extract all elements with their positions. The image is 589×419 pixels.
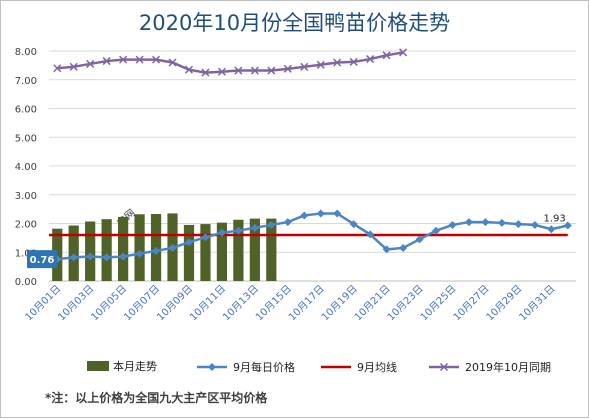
- legend-daily-marker: [208, 363, 216, 371]
- last-year-point: [382, 51, 391, 60]
- last-year-line: [57, 51, 404, 74]
- last-year-point: [53, 64, 62, 73]
- last-year-point: [349, 57, 358, 66]
- legend-label-last-year: 2019年10月同期: [465, 360, 551, 374]
- start-price-label: 0.76: [30, 255, 55, 266]
- last-year-point: [267, 66, 276, 75]
- x-tick-label: 10月31日: [517, 283, 558, 324]
- bar: [85, 221, 96, 281]
- last-year-point: [366, 55, 375, 64]
- daily-price-point: [415, 235, 424, 244]
- daily-price-point: [497, 218, 506, 227]
- legend-label-daily: 9月每日价格: [233, 360, 295, 374]
- last-year-point: [102, 57, 111, 66]
- last-year-point: [300, 62, 309, 71]
- daily-price-point: [168, 243, 177, 252]
- daily-price-point: [481, 218, 490, 227]
- daily-price-point: [119, 252, 128, 261]
- y-tick-label: 7.00: [15, 76, 37, 87]
- daily-price-point: [300, 211, 309, 220]
- bar: [233, 219, 244, 281]
- last-year-point: [250, 66, 259, 75]
- legend-label-bars: 本月走势: [113, 359, 157, 373]
- y-tick-label: 2.00: [15, 220, 37, 231]
- daily-price-point: [514, 220, 523, 229]
- last-year-point: [316, 60, 325, 69]
- bar: [134, 214, 145, 281]
- start-price-callout: [27, 250, 57, 269]
- bar: [101, 219, 112, 281]
- last-year-point: [69, 62, 78, 71]
- daily-price-point: [201, 233, 210, 242]
- daily-price-point: [382, 245, 391, 254]
- daily-price-point: [333, 209, 342, 218]
- daily-price-point: [349, 220, 358, 229]
- chart-footnote: *注：以上价格为全国九大主产区平均价格: [45, 391, 268, 405]
- y-tick-label: 3.00: [15, 191, 37, 202]
- daily-price-point: [217, 228, 226, 237]
- bar: [249, 218, 260, 281]
- daily-price-point: [69, 253, 78, 262]
- bar: [200, 224, 211, 281]
- last-year-point: [184, 65, 194, 74]
- y-tick-label: 0.00: [15, 277, 37, 288]
- bar: [183, 224, 195, 281]
- daily-price-point: [366, 230, 375, 239]
- daily-price-point: [448, 220, 457, 229]
- legend-last-year-marker: [439, 362, 449, 372]
- daily-price-point: [464, 218, 473, 227]
- daily-price-point: [135, 249, 144, 258]
- daily-price-point: [250, 223, 259, 232]
- end-price-label: 1.93: [544, 214, 566, 225]
- daily-price-point: [547, 225, 556, 234]
- last-year-point: [234, 66, 243, 75]
- daily-price-point: [316, 209, 325, 218]
- daily-price-point: [267, 220, 276, 229]
- last-year-point: [217, 67, 226, 76]
- daily-price-point: [530, 220, 539, 229]
- bar: [118, 216, 129, 281]
- last-year-point: [135, 55, 144, 64]
- last-year-point: [399, 48, 408, 57]
- y-tick-label: 8.00: [15, 47, 37, 58]
- daily-price-point: [152, 246, 161, 255]
- chart-title: 2020年10月份全国鸭苗价格走势: [138, 11, 451, 35]
- daily-price-point: [234, 226, 243, 235]
- last-year-point: [168, 58, 177, 67]
- y-tick-label: 6.00: [15, 105, 37, 116]
- bar: [266, 218, 277, 281]
- daily-price-point: [399, 243, 408, 252]
- daily-price-point: [563, 221, 572, 230]
- daily-price-point: [184, 238, 193, 247]
- bar: [68, 225, 79, 281]
- last-year-point: [152, 55, 161, 64]
- daily-price-point: [432, 226, 441, 235]
- last-year-point: [283, 64, 292, 73]
- y-tick-label: 4.00: [15, 162, 37, 173]
- legend-label-average: 9月均线: [357, 360, 397, 374]
- last-year-point: [86, 59, 95, 68]
- bar: [52, 228, 63, 281]
- daily-price-point: [283, 218, 292, 227]
- bar: [216, 222, 228, 281]
- last-year-point: [119, 55, 128, 64]
- last-year-point: [201, 68, 210, 77]
- legend-bar-swatch: [87, 361, 109, 371]
- daily-price-point: [102, 253, 111, 262]
- last-year-point: [333, 58, 342, 67]
- daily-price-point: [86, 252, 95, 261]
- y-tick-label: 5.00: [15, 133, 37, 144]
- y-tick-label: 1.00: [15, 248, 37, 259]
